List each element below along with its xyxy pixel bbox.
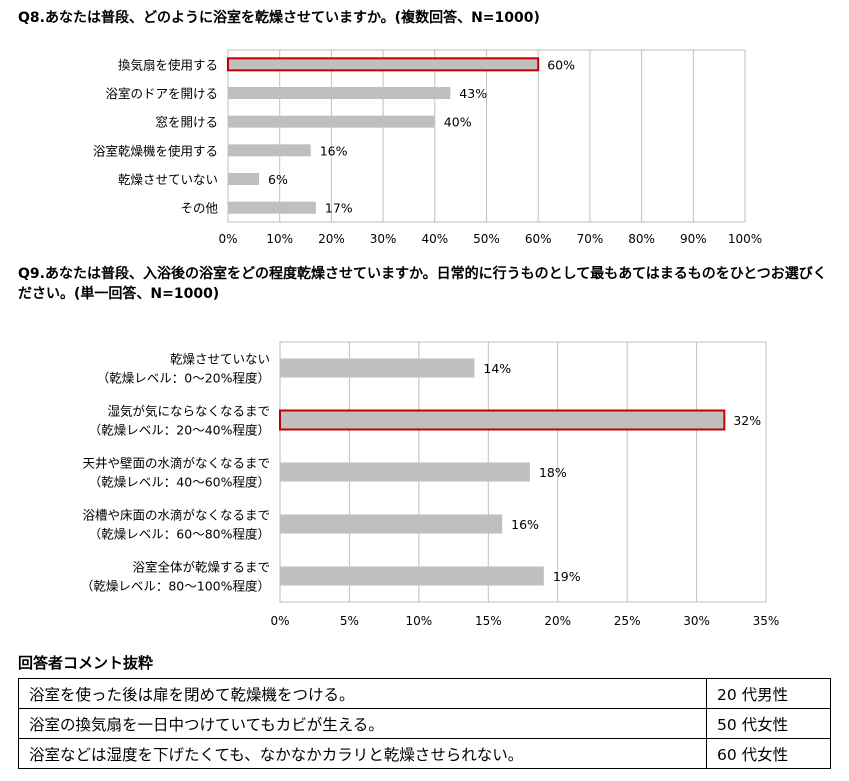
x-tick-label: 80% [628,232,655,246]
category-label: （乾燥レベル：0～20%程度） [97,371,270,386]
category-label: （乾燥レベル：80～100%程度） [81,579,270,594]
category-label: 浴室のドアを開ける [105,86,218,101]
category-label: （乾燥レベル：40～60%程度） [89,475,270,490]
comment-text: 浴室の換気扇を一日中つけていてもカビが生える。 [18,708,707,739]
bar [228,173,260,185]
q9-title: Q9.あなたは普段、入浴後の浴室をどの程度乾燥させていますか。日常的に行うものと… [18,266,827,302]
bar [279,409,726,431]
bar [228,144,311,157]
data-label: 6% [268,172,288,187]
bar [280,462,530,482]
comments-heading: 回答者コメント抜粋 [18,654,154,672]
data-label: 16% [511,517,539,532]
x-tick-label: 0% [270,614,289,628]
data-label: 32% [733,413,761,428]
q9-chart: 0% 5% 10% 15% 20% 25% 30% 35% 14% 乾燥させていない （乾燥レベル：… [81,341,780,628]
comments-table: 浴室を使った後は扉を閉めて乾燥機をつける。 20 代男性 浴室の換気扇を一日中つ… [18,678,831,769]
category-label: 湿気が気にならなくなるまで [107,404,270,419]
x-tick-label: 20% [544,614,571,628]
data-label: 14% [483,361,511,376]
x-tick-label: 0% [218,232,237,246]
x-tick-label: 50% [473,232,500,246]
category-label: 窓を開ける [155,115,218,130]
category-label: 浴室乾燥機を使用する [93,143,218,158]
category-label: 天井や壁面の水滴がなくなるまで [82,456,270,471]
x-tick-label: 70% [577,232,604,246]
data-label: 17% [325,201,353,216]
category-label: 乾燥させていない [170,352,270,367]
q8-chart: 0% 10% 20% 30% 40% 50% 60% 70% 80% 90% 100% 60% 換気扇を… [93,49,762,246]
x-tick-label: 5% [340,614,359,628]
comment-text: 浴室を使った後は扉を閉めて乾燥機をつける。 [18,678,707,709]
q8-title: Q8.あなたは普段、どのように浴室を乾燥させていますか。(複数回答、N=1000… [18,10,540,26]
comment-row: 浴室を使った後は扉を閉めて乾燥機をつける。 20 代男性 [18,678,831,709]
data-label: 60% [547,57,575,72]
bar [280,514,503,534]
x-tick-label: 40% [421,232,448,246]
category-label: （乾燥レベル：60～80%程度） [89,527,270,542]
data-label: 18% [539,465,567,480]
comment-respondent: 60 代女性 [706,738,831,769]
bar [228,87,451,99]
category-label: 乾燥させていない [118,172,218,187]
x-tick-label: 90% [680,232,707,246]
data-label: 16% [320,143,348,158]
x-tick-label: 10% [266,232,293,246]
x-tick-label: 60% [525,232,552,246]
data-label: 43% [459,86,487,101]
comment-respondent: 50 代女性 [706,708,831,739]
bar [228,115,435,128]
x-tick-label: 10% [406,614,433,628]
bar [228,201,316,214]
category-label: 浴槽や床面の水滴がなくなるまで [82,508,270,523]
x-tick-label: 100% [728,232,762,246]
data-label: 19% [553,569,581,584]
category-label: 換気扇を使用する [118,57,218,72]
comment-respondent: 20 代男性 [706,678,831,709]
x-tick-label: 30% [370,232,397,246]
category-label: 浴室全体が乾燥するまで [132,560,270,575]
bar [280,358,475,378]
data-label: 40% [444,115,472,130]
bar [227,57,540,72]
x-tick-label: 30% [683,614,710,628]
category-label: （乾燥レベル：20～40%程度） [89,423,270,438]
comment-text: 浴室などは湿度を下げたくても、なかなかカラリと乾燥させられない。 [18,738,707,769]
x-tick-label: 20% [318,232,345,246]
x-tick-label: 15% [475,614,502,628]
x-tick-label: 25% [614,614,641,628]
comment-row: 浴室などは湿度を下げたくても、なかなかカラリと乾燥させられない。 60 代女性 [18,738,831,769]
category-label: その他 [180,201,218,216]
bar [280,566,544,586]
comment-row: 浴室の換気扇を一日中つけていてもカビが生える。 50 代女性 [18,708,831,739]
x-tick-label: 35% [753,614,780,628]
